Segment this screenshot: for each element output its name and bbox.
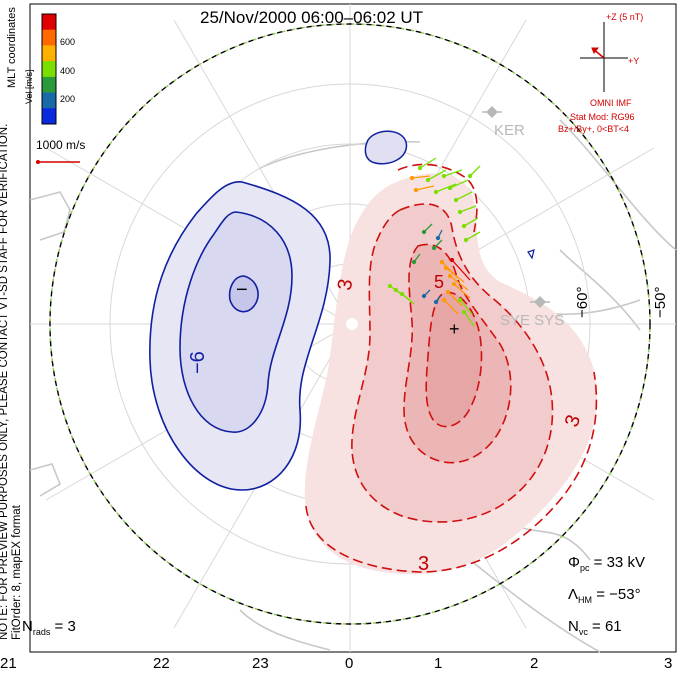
- stat-n-vc: Nvc = 61: [568, 618, 622, 637]
- imf-condition: Bz+/By+, 0<BT<4: [558, 124, 629, 134]
- mlt-tick-3: 3: [664, 655, 672, 672]
- colorbar-tick-600: 600: [60, 37, 75, 47]
- lat-label-60: −60°: [574, 287, 591, 318]
- colorbar-tick-400: 400: [60, 66, 75, 76]
- stat-lambda-hm: ΛHM = −53°: [568, 586, 641, 605]
- colorbar-tick-200: 200: [60, 94, 75, 104]
- contour-label-pos-5: 5: [434, 272, 444, 292]
- imf-source: OMNI IMF: [590, 98, 632, 108]
- colorbar-segment: [42, 14, 56, 30]
- fit-order-line: FitOrder: 8, mapEX format: [11, 124, 24, 640]
- colorbar-segment: [42, 93, 56, 109]
- colorbar-title: Vel [m/s]: [24, 69, 34, 104]
- contour-label-pos-3-bottom: 3: [418, 553, 429, 575]
- potential-maximum-marker: +: [449, 319, 460, 339]
- colorbar-segment: [42, 61, 56, 77]
- mlt-tick-0: 0: [345, 655, 353, 672]
- site-label-ker: KER: [494, 122, 525, 139]
- imf-model: Stat Mod: RG96: [570, 112, 635, 122]
- contour-label-neg-6: −6: [187, 351, 209, 374]
- mlt-tick-23: 23: [252, 655, 269, 672]
- potential-minimum-marker: −: [236, 279, 248, 301]
- colorbar-segment: [42, 45, 56, 61]
- map-title: 25/Nov/2000 06:00–06:02 UT: [200, 8, 423, 28]
- lat-label-50: −50°: [652, 287, 669, 318]
- stat-n-rads: Nrads = 3: [22, 618, 76, 637]
- pole-marker: [346, 318, 358, 330]
- colorbar-segment: [42, 30, 56, 46]
- colorbar-segment: [42, 108, 56, 124]
- mlt-tick-1: 1: [434, 655, 442, 672]
- imf-y-label: +Y: [628, 56, 639, 66]
- stat-phi-pc: Φpc = 33 kV: [568, 554, 645, 573]
- imf-z-label: +Z (5 nT): [606, 12, 643, 22]
- mlt-tick-22: 22: [153, 655, 170, 672]
- preview-note: NOTE: FOR PREVIEW PURPOSES ONLY, PLEASE …: [0, 124, 24, 640]
- mlt-tick-2: 2: [530, 655, 538, 672]
- site-label-sye: SYE SYS: [500, 312, 564, 329]
- preview-note-line1: NOTE: FOR PREVIEW PURPOSES ONLY, PLEASE …: [0, 124, 11, 640]
- mlt-tick-21: 21: [0, 655, 17, 672]
- velocity-scale-label: 1000 m/s: [36, 138, 85, 152]
- coordinates-label: MLT coordinates: [6, 7, 18, 88]
- colorbar-segment: [42, 77, 56, 93]
- velocity-colorbar: [42, 14, 56, 125]
